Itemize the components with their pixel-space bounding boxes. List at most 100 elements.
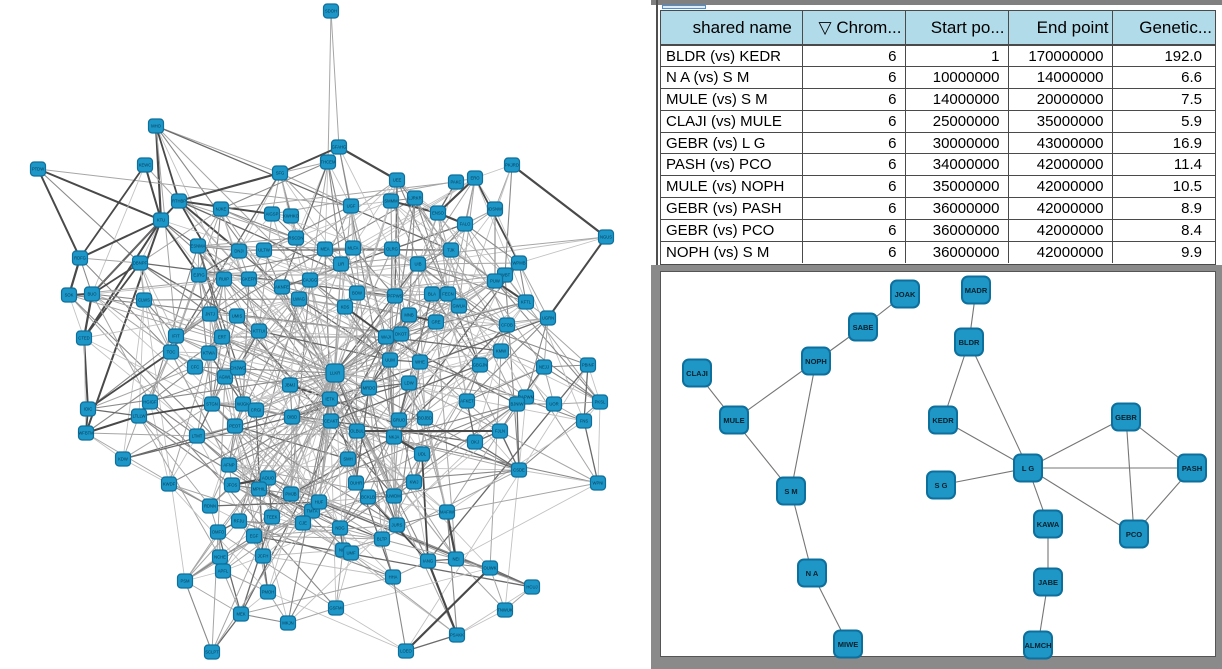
- svg-text:GBGJN: GBGJN: [473, 363, 487, 368]
- svg-text:PKJRD: PKJRD: [505, 163, 519, 168]
- svg-text:JURS: JURS: [392, 523, 403, 528]
- svg-text:DBNPF: DBNPF: [133, 261, 148, 266]
- svg-text:RDFG: RDFG: [74, 256, 86, 261]
- svg-text:IDSNW: IDSNW: [488, 207, 502, 212]
- svg-text:KAWA: KAWA: [1037, 520, 1060, 529]
- svg-text:SABE: SABE: [853, 323, 874, 332]
- svg-text:N A: N A: [806, 569, 819, 578]
- svg-text:CHJWG: CHJWG: [230, 366, 245, 371]
- svg-text:MRDO: MRDO: [363, 386, 377, 391]
- svg-text:KDW: KDW: [118, 457, 128, 462]
- svg-text:UMF: UMF: [346, 551, 356, 556]
- svg-text:JNTJ: JNTJ: [205, 312, 215, 317]
- svg-text:OMFO: OMFO: [212, 530, 225, 535]
- svg-text:LLKR: LLKR: [330, 371, 340, 376]
- svg-text:TJK: TJK: [447, 248, 455, 253]
- svg-text:ULTW: ULTW: [258, 248, 270, 253]
- svg-text:HUF: HUF: [315, 500, 324, 505]
- svg-text:NKJA: NKJA: [389, 435, 400, 440]
- svg-text:CSDE: CSDE: [513, 468, 525, 473]
- svg-text:OUHR: OUHR: [350, 481, 362, 486]
- svg-text:TOC: TOC: [167, 350, 176, 355]
- svg-text:RFJU: RFJU: [234, 519, 245, 524]
- svg-text:JCFH: JCFH: [258, 554, 269, 559]
- svg-text:KWJ: KWJ: [410, 480, 419, 485]
- svg-text:KTU: KTU: [157, 218, 165, 223]
- svg-text:PCO: PCO: [1126, 530, 1142, 539]
- svg-text:GKEFR: GKEFR: [242, 277, 256, 282]
- svg-text:TMTA: TMTA: [306, 509, 317, 514]
- svg-text:MEK: MEK: [236, 612, 245, 617]
- svg-text:OLBUL: OLBUL: [350, 429, 364, 434]
- svg-text:KTTUI: KTTUI: [253, 329, 265, 334]
- svg-text:SOK: SOK: [65, 293, 74, 298]
- svg-text:OIBD: OIBD: [287, 415, 297, 420]
- svg-text:PSAKK: PSAKK: [450, 633, 464, 638]
- svg-text:UGRN: UGRN: [542, 316, 554, 321]
- svg-text:CTED: CTED: [78, 336, 89, 341]
- svg-text:PEOT: PEOT: [229, 424, 241, 429]
- svg-text:OKJ: OKJ: [471, 440, 479, 445]
- svg-text:UGF: UGF: [347, 204, 356, 209]
- svg-text:LJRKR: LJRKR: [408, 196, 421, 201]
- svg-text:STGN: STGN: [206, 402, 218, 407]
- svg-text:GFAHG: GFAHG: [332, 145, 347, 150]
- svg-text:RTHBP: RTHBP: [172, 199, 186, 204]
- svg-text:ERO: ERO: [470, 176, 480, 181]
- svg-text:IETK: IETK: [325, 397, 335, 402]
- svg-text:DKOT: DKOT: [395, 332, 407, 337]
- svg-text:IWBT: IWBT: [500, 273, 511, 278]
- svg-text:S M: S M: [784, 487, 797, 496]
- svg-text:NEI: NEI: [453, 557, 460, 562]
- svg-text:CFC: CFC: [191, 365, 200, 370]
- svg-text:SDOH: SDOH: [325, 9, 337, 14]
- svg-text:CRGI: CRGI: [251, 408, 261, 413]
- svg-text:HCUJ: HCUJ: [526, 585, 537, 590]
- svg-text:KWDF: KWDF: [163, 482, 176, 487]
- svg-text:CLAJI: CLAJI: [686, 369, 708, 378]
- svg-text:LDW: LDW: [404, 381, 413, 386]
- svg-text:UIB: UIB: [415, 262, 422, 267]
- svg-text:LIR: LIR: [338, 262, 345, 267]
- svg-text:SMH: SMH: [343, 457, 352, 462]
- svg-text:BLA: BLA: [428, 292, 436, 297]
- svg-text:WAJI: WAJI: [381, 335, 391, 340]
- svg-text:S G: S G: [935, 481, 948, 490]
- svg-text:PUW: PUW: [490, 279, 500, 284]
- svg-text:ENSO: ENSO: [432, 211, 445, 216]
- svg-text:WPMB: WPMB: [512, 261, 525, 266]
- svg-text:AKNFE: AKNFE: [275, 285, 289, 290]
- svg-text:ALMCH: ALMCH: [1024, 641, 1051, 650]
- svg-text:WFBTM: WFBTM: [78, 431, 94, 436]
- svg-text:GRUO: GRUO: [393, 418, 406, 423]
- svg-text:MPHIL: MPHIL: [253, 487, 266, 492]
- svg-text:NJKE: NJKE: [216, 207, 227, 212]
- svg-text:DNJI: DNJI: [234, 249, 243, 254]
- svg-text:FALO: FALO: [460, 222, 471, 227]
- svg-text:PTDW: PTDW: [32, 167, 44, 172]
- svg-text:KTWA: KTWA: [203, 351, 215, 356]
- svg-text:LOEO: LOEO: [400, 649, 412, 654]
- svg-text:JFOS: JFOS: [227, 483, 238, 488]
- svg-text:LTLLW: LTLLW: [133, 414, 146, 419]
- svg-text:UMIS: UMIS: [232, 314, 243, 319]
- svg-text:PMOH: PMOH: [262, 590, 275, 595]
- svg-text:MAFIW: MAFIW: [440, 510, 454, 515]
- svg-text:SCLPT: SCLPT: [205, 650, 219, 655]
- svg-text:MHO: MHO: [151, 124, 162, 129]
- svg-text:AFNP: AFNP: [223, 463, 234, 468]
- svg-text:UUM: UUM: [385, 358, 395, 363]
- svg-text:BUO: BUO: [87, 292, 97, 297]
- svg-text:CFOB: CFOB: [501, 323, 513, 328]
- svg-text:MLFA: MLFA: [348, 246, 359, 251]
- svg-text:PFPWS: PFPWS: [388, 294, 403, 299]
- svg-text:MADR: MADR: [965, 286, 988, 295]
- svg-text:CLWS: CLWS: [138, 298, 150, 303]
- svg-text:WJGK: WJGK: [237, 402, 249, 407]
- svg-text:KFTL: KFTL: [521, 300, 532, 305]
- svg-text:MIWE: MIWE: [838, 640, 858, 649]
- svg-text:BLDR: BLDR: [959, 338, 980, 347]
- svg-text:FECN: FECN: [442, 292, 453, 297]
- svg-text:MKJN: MKJN: [282, 621, 293, 626]
- svg-text:SFG: SFG: [276, 171, 285, 176]
